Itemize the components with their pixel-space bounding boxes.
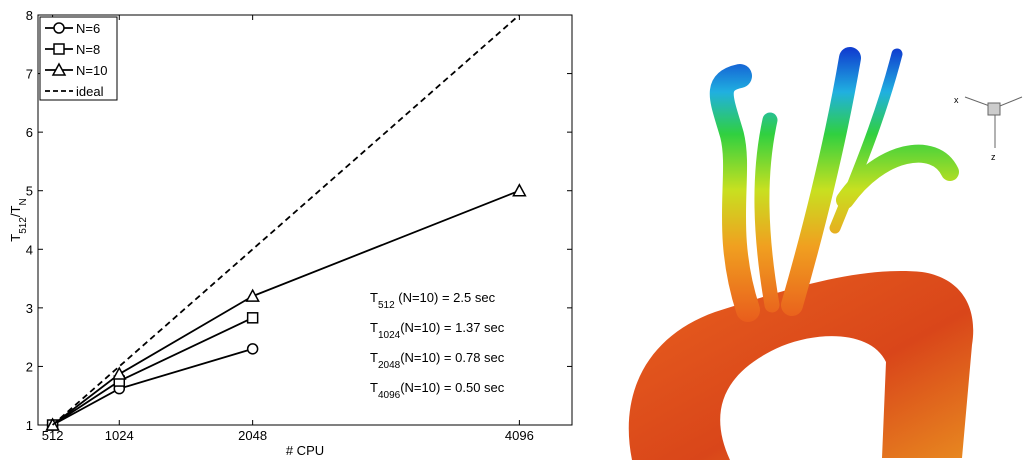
y-label-part: 512 bbox=[18, 217, 29, 234]
annotation-sub: 4096 bbox=[378, 390, 401, 401]
legend-box bbox=[39, 16, 118, 101]
branch bbox=[836, 144, 959, 209]
branch bbox=[709, 64, 760, 322]
y-tick-label: 7 bbox=[26, 67, 33, 82]
annotation-sub: 2048 bbox=[378, 360, 401, 371]
x-axis-label: # CPU bbox=[286, 443, 324, 458]
y-label-part: T bbox=[8, 234, 23, 242]
marker bbox=[512, 183, 527, 197]
marker bbox=[246, 312, 259, 324]
arch bbox=[628, 271, 974, 460]
legend-label: N=10 bbox=[76, 63, 107, 78]
legend-label: N=6 bbox=[76, 21, 100, 36]
legend-label: ideal bbox=[76, 84, 104, 99]
marker bbox=[246, 343, 259, 355]
legend-marker bbox=[51, 62, 67, 76]
y-label-part: /T bbox=[8, 205, 23, 217]
y-axis-label: T512/TN bbox=[8, 198, 29, 241]
axis-label: z bbox=[991, 152, 996, 162]
marker bbox=[112, 366, 127, 380]
y-tick-label: 5 bbox=[26, 184, 33, 199]
axis-triad bbox=[964, 96, 1023, 148]
annotation-text: (N=10) = 0.50 sec bbox=[400, 380, 505, 395]
y-tick-label: 8 bbox=[26, 8, 33, 23]
legend-marker bbox=[53, 43, 65, 55]
y-tick-label: 4 bbox=[26, 242, 33, 257]
annotation-text: (N=10) = 0.78 sec bbox=[400, 350, 505, 365]
annotation: T1024(N=10) = 1.37 sec bbox=[370, 320, 505, 341]
x-tick-label: 2048 bbox=[238, 428, 267, 443]
y-tick-label: 2 bbox=[26, 359, 33, 374]
plot-frame bbox=[37, 14, 573, 426]
axis-label: x bbox=[954, 95, 959, 105]
branch bbox=[754, 112, 780, 313]
vessel-image: x z bbox=[628, 47, 1023, 460]
annotation-text: (N=10) = 1.37 sec bbox=[400, 320, 505, 335]
branch bbox=[781, 47, 861, 316]
y-tick-label: 3 bbox=[26, 301, 33, 316]
legend-label: N=8 bbox=[76, 42, 100, 57]
x-tick-label: 512 bbox=[42, 428, 64, 443]
series-line bbox=[52, 347, 253, 426]
series-line bbox=[52, 189, 520, 426]
annotation: T2048(N=10) = 0.78 sec bbox=[370, 350, 505, 371]
series-line bbox=[51, 14, 520, 426]
x-tick-label: 1024 bbox=[105, 428, 134, 443]
annotation: T4096(N=10) = 0.50 sec bbox=[370, 380, 505, 401]
annotation-base: T bbox=[370, 320, 378, 335]
annotation-base: T bbox=[370, 380, 378, 395]
annotation-base: T bbox=[370, 350, 378, 365]
annotation-text: (N=10) = 2.5 sec bbox=[395, 290, 496, 305]
x-tick-label: 4096 bbox=[505, 428, 534, 443]
y-tick-label: 6 bbox=[26, 125, 33, 140]
legend-marker bbox=[53, 22, 65, 34]
annotation: T512 (N=10) = 2.5 sec bbox=[370, 290, 496, 311]
annotation-base: T bbox=[370, 290, 378, 305]
y-tick-label: 1 bbox=[26, 418, 33, 433]
annotation-sub: 512 bbox=[378, 300, 395, 311]
marker bbox=[245, 288, 260, 302]
y-label-part: N bbox=[18, 198, 29, 205]
annotation-sub: 1024 bbox=[378, 330, 401, 341]
